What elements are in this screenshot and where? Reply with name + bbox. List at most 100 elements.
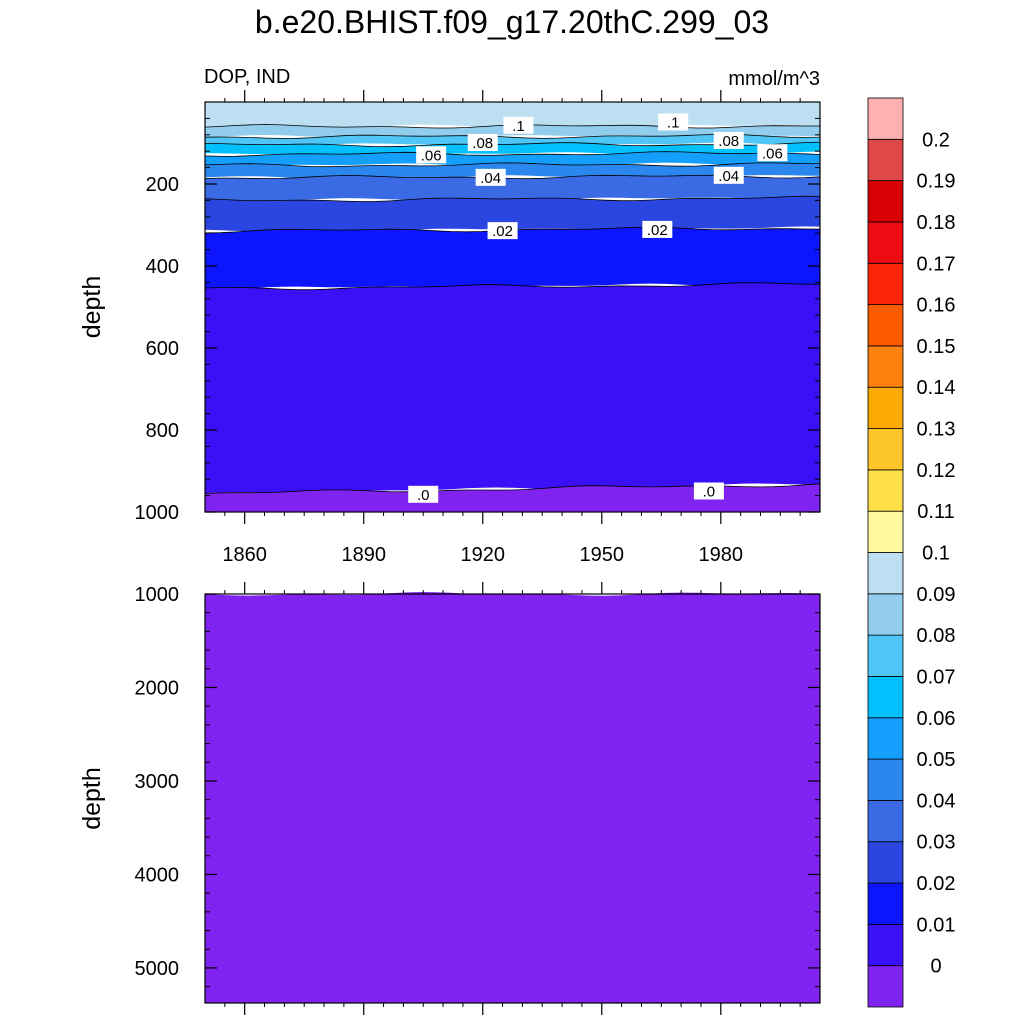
colorbar-box <box>867 510 904 553</box>
variable-label: DOP, IND <box>204 66 290 88</box>
contour-label-box <box>757 144 788 162</box>
contour-label-box <box>408 485 439 503</box>
colorbar-box <box>867 552 904 595</box>
contour-label: .0 <box>417 487 430 504</box>
contour-label-box <box>487 222 518 240</box>
y-tick-label: 1000 <box>135 584 180 606</box>
x-tick-label: 1980 <box>699 544 744 566</box>
plot-frame <box>204 101 821 513</box>
contour-label: .0 <box>703 484 716 501</box>
colorbar-box <box>867 965 904 1008</box>
colorbar-box <box>867 262 904 305</box>
contour-label-box <box>658 113 689 131</box>
colorbar-box <box>867 758 904 801</box>
x-tick-label: 1890 <box>341 544 386 566</box>
contour-band-0 <box>205 592 820 1003</box>
contour-band-0.01 <box>205 282 820 494</box>
colorbar-box <box>867 386 904 429</box>
colorbar-label: 0.05 <box>917 749 956 771</box>
contour-label: .08 <box>718 133 739 150</box>
top-panel: .1 .1 .08 .08 .06 .06 .04 .04 .02 .02 .0 .0 200 400 60… <box>78 90 821 566</box>
colorbar-box <box>867 97 904 140</box>
colorbar-box <box>867 717 904 760</box>
contour-label: .08 <box>472 135 493 152</box>
x-tick-label: 1920 <box>460 544 505 566</box>
colorbar-label: 0.08 <box>917 625 956 647</box>
colorbar-label: 0.02 <box>917 873 956 895</box>
contour-band-0.05 <box>205 162 820 179</box>
colorbar-box <box>867 634 904 677</box>
colorbar-label: 0.01 <box>917 914 956 936</box>
colorbar: 0 0.01 0.02 0.03 0.04 0.05 0.06 0.07 0.08 0.09 0.1… <box>867 97 956 1008</box>
colorbar-label: 0.03 <box>917 832 956 854</box>
contour-line <box>204 282 820 291</box>
colorbar-label: 0.1 <box>922 543 950 565</box>
colorbar-box <box>867 593 904 636</box>
contour-band-0.02 <box>205 227 820 291</box>
colorbar-label: 0.17 <box>917 253 956 275</box>
contour-label-box <box>475 168 506 186</box>
y-tick-label: 800 <box>146 420 179 442</box>
colorbar-label: 0.15 <box>917 336 956 358</box>
chart-title: b.e20.BHIST.f09_g17.20thC.299_03 <box>254 4 770 40</box>
units-label: mmol/m^3 <box>728 68 820 90</box>
colorbar-box <box>867 841 904 884</box>
colorbar-label: 0.16 <box>917 295 956 317</box>
y-tick-label: 400 <box>146 256 179 278</box>
colorbar-label: 0.2 <box>922 129 950 151</box>
y-tick-label: 200 <box>146 174 179 196</box>
colorbar-label: 0.11 <box>917 501 954 523</box>
x-tick-label: 1860 <box>222 544 267 566</box>
colorbar-box <box>867 428 904 471</box>
contour-label: .1 <box>512 118 525 135</box>
colorbar-label: 0.12 <box>917 460 956 482</box>
contour-label-box <box>713 131 744 149</box>
y-tick-label: 5000 <box>135 958 180 980</box>
contour-band-0.08 <box>205 134 820 147</box>
contour-label-box <box>693 482 724 500</box>
y-tick-label: 4000 <box>135 864 180 886</box>
colorbar-box <box>867 469 904 512</box>
contour-label-box <box>503 116 534 134</box>
y-tick-label: 3000 <box>135 771 180 793</box>
colorbar-label: 0.19 <box>917 171 956 193</box>
contour-line <box>204 162 820 168</box>
colorbar-label: 0.13 <box>917 419 956 441</box>
colorbar-box <box>867 304 904 347</box>
contour-label: .02 <box>647 222 668 239</box>
y-tick-label: 2000 <box>135 677 180 699</box>
colorbar-box <box>867 676 904 719</box>
contour-label: .04 <box>718 168 739 185</box>
colorbar-box <box>867 800 904 843</box>
bottom-panel: 1000 2000 3000 4000 5000 depth <box>78 582 821 1015</box>
colorbar-label: 0 <box>930 956 941 978</box>
colorbar-label: 0.18 <box>917 212 956 234</box>
contour-band-0.04 <box>205 175 820 201</box>
y-axis-label: depth <box>78 276 106 339</box>
x-tick-label: 1950 <box>580 544 625 566</box>
y-axis-label: depth <box>78 767 106 830</box>
y-tick-label: 1000 <box>135 502 180 524</box>
contour-band-0.06 <box>205 151 820 168</box>
colorbar-label: 0.14 <box>917 377 956 399</box>
y-tick-label: 600 <box>146 338 179 360</box>
contour-label-box <box>713 166 744 184</box>
colorbar-box <box>867 923 904 967</box>
contour-label-box <box>416 146 447 164</box>
contour-label: .06 <box>762 145 783 162</box>
contour-line <box>204 195 821 202</box>
colorbar-label: 0.06 <box>917 708 956 730</box>
contour-label-box <box>467 134 498 151</box>
colorbar-box <box>867 882 904 925</box>
contour-line <box>204 151 821 157</box>
colorbar-box <box>867 221 904 264</box>
colorbar-box <box>867 180 904 223</box>
plot-frame <box>204 593 821 1004</box>
contour-label-box <box>642 220 673 238</box>
colorbar-box <box>867 138 904 182</box>
contour-label: .02 <box>492 223 513 240</box>
colorbar-box <box>867 345 904 388</box>
colorbar-label: 0.09 <box>917 584 956 606</box>
colorbar-label: 0.04 <box>917 790 956 812</box>
